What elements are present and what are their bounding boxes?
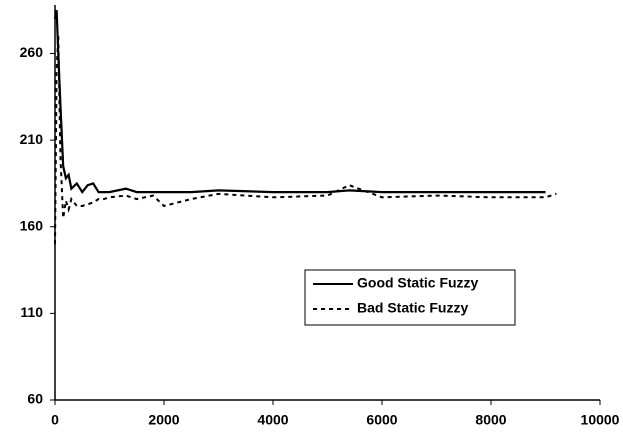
legend-box bbox=[304, 269, 516, 326]
series-line bbox=[54, 36, 557, 245]
x-tick-label: 2000 bbox=[148, 412, 179, 428]
x-tick-label: 8000 bbox=[475, 412, 506, 428]
legend-label: Good Static Fuzzy bbox=[357, 275, 479, 291]
y-tick-label: 110 bbox=[20, 304, 43, 320]
y-tick-label: 160 bbox=[20, 217, 44, 233]
x-tick-label: 6000 bbox=[366, 412, 397, 428]
legend-label: Bad Static Fuzzy bbox=[357, 300, 468, 316]
x-tick-label: 0 bbox=[51, 412, 59, 428]
y-tick-label: 260 bbox=[20, 44, 44, 60]
series-line bbox=[53, 9, 546, 195]
x-tick-label: 10000 bbox=[581, 412, 620, 428]
y-tick-label: 60 bbox=[27, 391, 43, 407]
y-tick-label: 210 bbox=[20, 131, 44, 147]
x-tick-label: 4000 bbox=[257, 412, 288, 428]
